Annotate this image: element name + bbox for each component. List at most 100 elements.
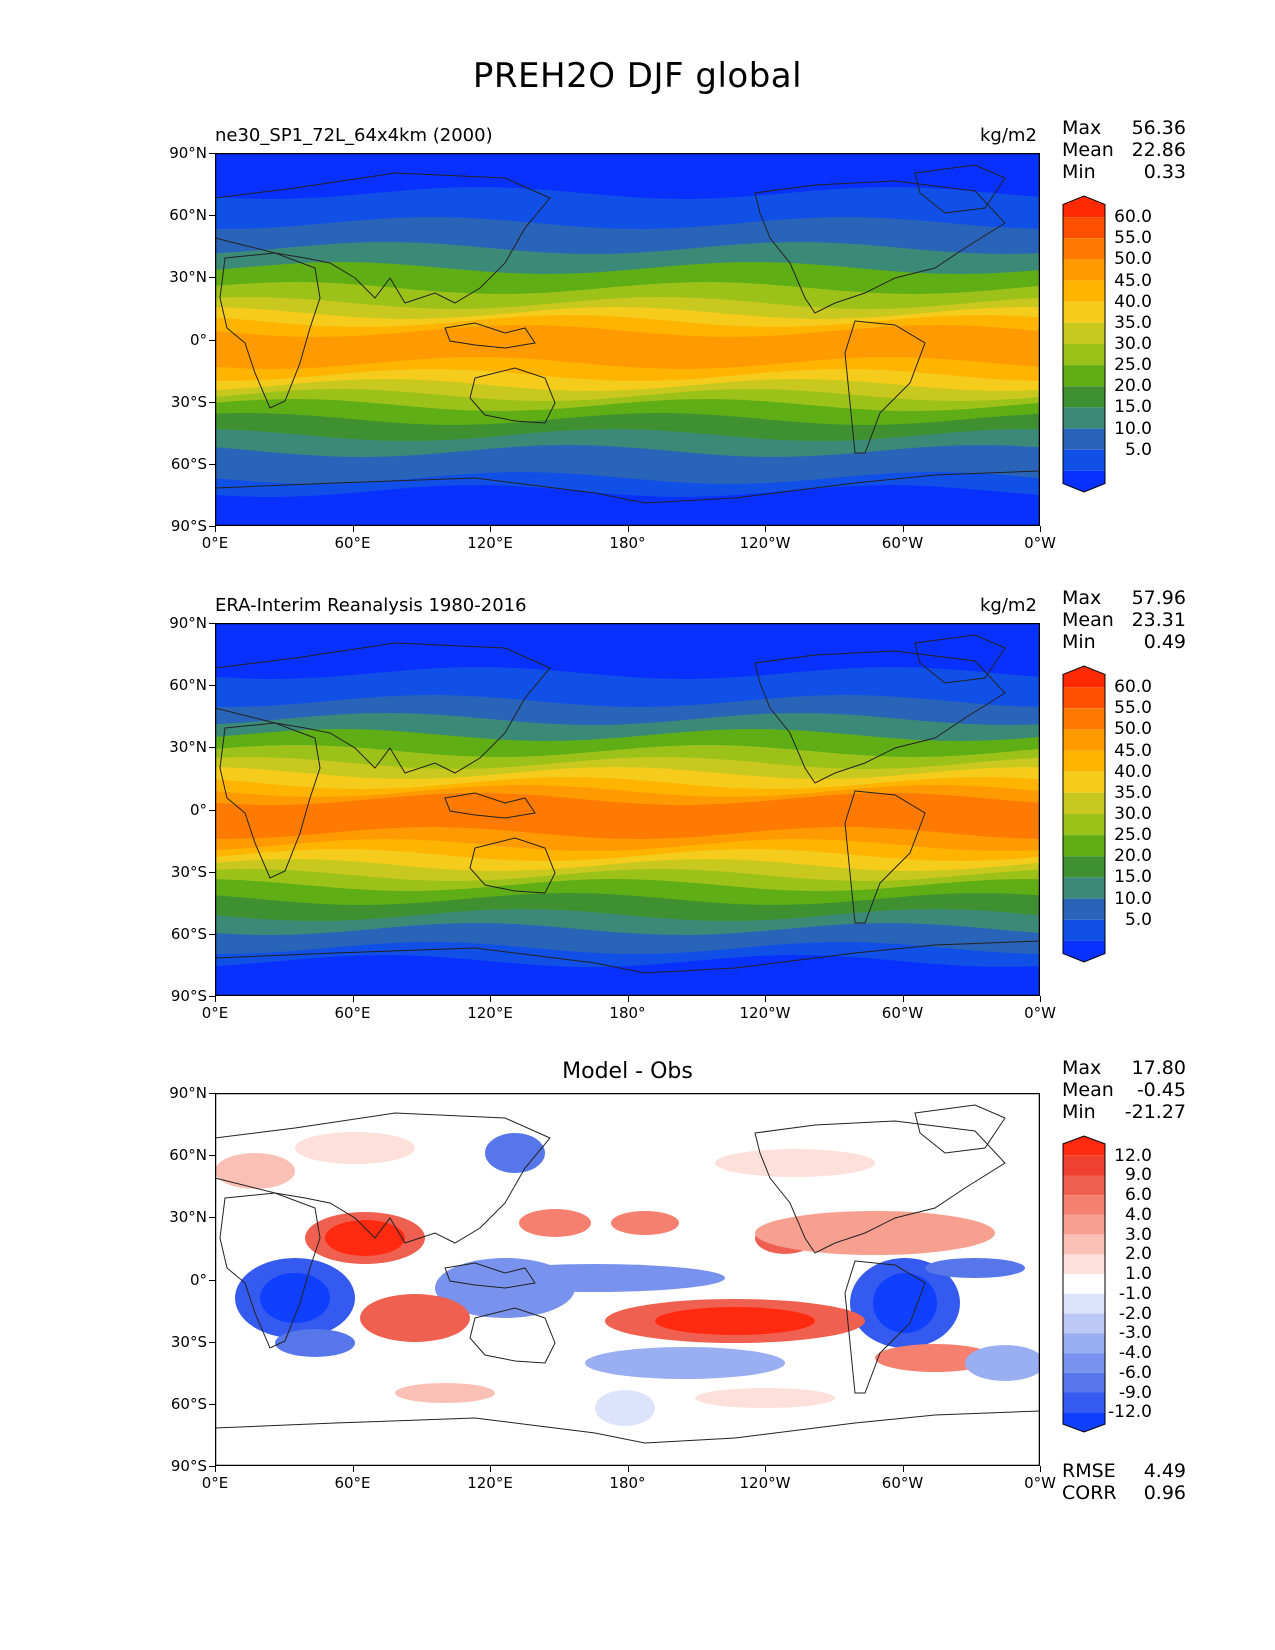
panel-stats: Max 57.96 Mean 23.31 Min 0.49 (1062, 587, 1186, 653)
latitude-tick-label: 30°S (170, 392, 207, 411)
panel-label: ERA-Interim Reanalysis 1980-2016 (215, 595, 527, 616)
colorbar-segment (1063, 666, 1105, 688)
longitude-tick-label: 60°W (881, 1474, 924, 1492)
diff-anomaly-region (595, 1390, 655, 1426)
latitude-tick-mark (209, 996, 215, 997)
coastline-namerica (754, 1120, 1006, 1254)
latitude-tick-label: 30°N (169, 738, 207, 757)
stat-value: 56.36 (1131, 117, 1186, 139)
diff-anomaly-region (275, 1329, 355, 1357)
latitude-tick-mark (209, 809, 215, 811)
colorbar-tick-label: -6.0 (1118, 1362, 1152, 1383)
coastline-samerica (844, 320, 926, 454)
colorbar-tick-label: 55.0 (1114, 698, 1152, 719)
stat-value: 17.80 (1131, 1057, 1186, 1079)
obs-map (215, 623, 1040, 996)
panel-units: kg/m2 (980, 125, 1037, 146)
longitude-tick-mark (352, 1466, 354, 1472)
latitude-tick-label: 30°N (169, 268, 207, 287)
diff-anomaly-region (360, 1294, 470, 1342)
colorbar-segment (1063, 1293, 1105, 1314)
latitude-tick-mark (209, 463, 215, 465)
latitude-tick-mark (209, 1341, 215, 1343)
diff-map (215, 1093, 1040, 1466)
colorbar-segment (1063, 1372, 1105, 1393)
diff-anomaly-region (519, 1209, 591, 1237)
colorbar-tick-label: 45.0 (1114, 270, 1152, 291)
colorbar-tick-label: 3.0 (1124, 1224, 1152, 1245)
stat-row: RMSE 4.49 (1062, 1460, 1186, 1482)
colorbar-tick-label: 25.0 (1114, 355, 1152, 376)
latitude-tick-label: 60°S (170, 924, 207, 943)
panel-label: ne30_SP1_72L_64x4km (2000) (215, 125, 493, 146)
longitude-tick-label: 0°W (1024, 1004, 1056, 1022)
coastline-greenland (914, 164, 1006, 214)
longitude-tick-mark (352, 996, 354, 1002)
colorbar-segment (1063, 835, 1105, 857)
longitude-tick-mark (765, 1466, 766, 1472)
colorbar-segment (1063, 814, 1105, 836)
colorbar (1062, 195, 1106, 493)
latitude-tick-label: 0° (189, 1270, 207, 1289)
longitude-tick-mark (215, 526, 216, 532)
latitude-tick-label: 60°N (169, 676, 207, 695)
longitude-tick-label: 60°E (334, 534, 371, 552)
latitude-tick-label: 0° (189, 330, 207, 349)
colorbar-outline (1062, 665, 1106, 963)
colorbar-tick-label: -12.0 (1108, 1402, 1152, 1423)
colorbar-segment (1063, 940, 1105, 962)
stat-value: 57.96 (1131, 587, 1186, 609)
colorbar-segment (1063, 1214, 1105, 1235)
colorbar-segment (1063, 386, 1105, 408)
stat-row: Mean 22.86 (1062, 139, 1186, 161)
colorbar-segment (1063, 1155, 1105, 1176)
longitude-tick-label: 0°W (1024, 534, 1056, 552)
map-frame (215, 153, 1040, 526)
longitude-tick-mark (902, 526, 904, 532)
colorbar-segment (1063, 428, 1105, 450)
colorbar-tick-label: 20.0 (1114, 846, 1152, 867)
latitude-tick-label: 60°N (169, 206, 207, 225)
longitude-tick-label: 120°E (467, 534, 513, 552)
stat-name: CORR (1062, 1482, 1117, 1504)
stat-row: Max 56.36 (1062, 117, 1186, 139)
diff-anomaly-region (585, 1347, 785, 1379)
latitude-tick-label: 30°S (170, 862, 207, 881)
colorbar-segment (1063, 344, 1105, 366)
colorbar-tick-label: 5.0 (1124, 439, 1152, 460)
stat-name: Min (1062, 161, 1096, 183)
model-map (215, 153, 1040, 526)
stat-row: CORR 0.96 (1062, 1482, 1186, 1504)
latitude-tick-mark (209, 1403, 215, 1405)
colorbar-segment (1063, 687, 1105, 709)
colorbar-segment (1063, 1353, 1105, 1373)
colorbar-tick-label: 35.0 (1114, 312, 1152, 333)
colorbar-segment (1063, 771, 1105, 793)
longitude-tick-label: 60°E (334, 1004, 371, 1022)
latitude-tick-label: 90°S (170, 987, 207, 1005)
diff-anomaly-region (295, 1132, 415, 1164)
diff-anomaly-region (260, 1273, 330, 1323)
stat-name: RMSE (1062, 1460, 1116, 1482)
diff-anomaly-region (925, 1258, 1025, 1278)
coastline-namerica (754, 650, 1006, 784)
longitude-tick-label: 120°W (739, 1474, 791, 1492)
colorbar-segment (1063, 898, 1105, 920)
colorbar-tick-label: 5.0 (1124, 909, 1152, 930)
coastline-eurasia (215, 172, 551, 304)
diff-anomaly-region (875, 1344, 995, 1372)
colorbar-segment (1063, 365, 1105, 387)
colorbar-segment (1063, 238, 1105, 260)
longitude-tick-mark (627, 526, 629, 532)
longitude-tick-label: 180° (609, 1474, 646, 1492)
stat-name: Min (1062, 631, 1096, 653)
longitude-tick-mark (490, 1466, 491, 1472)
colorbar-tick-label: -2.0 (1118, 1303, 1152, 1324)
stat-value: -21.27 (1124, 1101, 1186, 1123)
stat-row: Min -21.27 (1062, 1101, 1186, 1123)
stat-value: 0.49 (1143, 631, 1186, 653)
colorbar-outline (1062, 1135, 1106, 1433)
diff-anomaly-region (325, 1220, 405, 1256)
latitude-tick-mark (209, 215, 215, 217)
coastline-antarctica (215, 470, 1040, 526)
